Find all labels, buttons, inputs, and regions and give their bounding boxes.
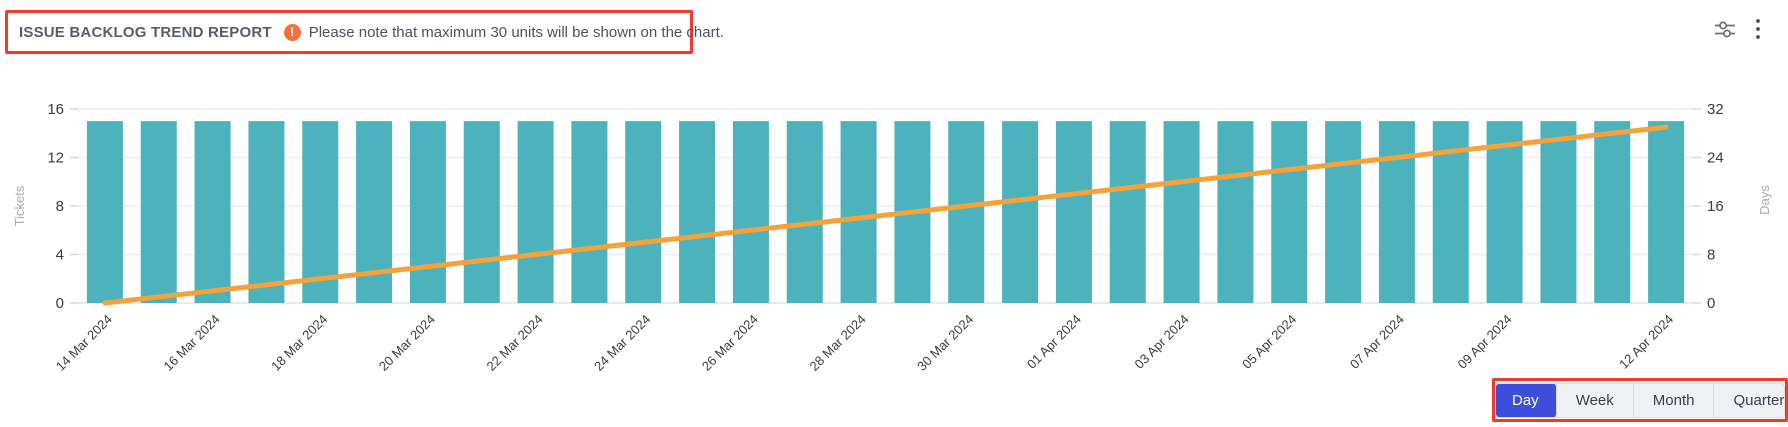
bar-02 Apr 2024[interactable]	[1109, 121, 1146, 303]
x-axis-label: 12 Apr 2024	[1616, 312, 1676, 372]
page-title: ISSUE BACKLOG TREND REPORT	[19, 23, 272, 41]
bar-25 Mar 2024[interactable]	[679, 121, 716, 303]
x-axis-label: 18 Mar 2024	[268, 312, 330, 374]
x-axis-label: 16 Mar 2024	[160, 312, 222, 374]
bar-07 Apr 2024[interactable]	[1378, 121, 1415, 303]
right-axis-tick-label: 32	[1707, 101, 1724, 118]
annotation-box-header: ISSUE BACKLOG TREND REPORT ! Please note…	[5, 10, 724, 54]
left-axis-tick-label: 0	[56, 295, 64, 312]
right-axis-tick-label: 24	[1707, 150, 1724, 167]
bar-15 Mar 2024[interactable]	[140, 121, 177, 303]
left-axis-tick-label: 4	[56, 247, 64, 264]
x-axis-label: 30 Mar 2024	[914, 312, 976, 374]
bar-30 Mar 2024[interactable]	[948, 121, 985, 303]
kebab-menu-icon[interactable]	[1754, 16, 1762, 42]
chart-note: ! Please note that maximum 30 units will…	[283, 23, 724, 41]
x-axis-label: 22 Mar 2024	[483, 312, 545, 374]
bar-16 Mar 2024[interactable]	[194, 121, 231, 303]
x-axis-label: 24 Mar 2024	[591, 312, 653, 374]
exclamation-circle-icon: !	[283, 23, 301, 41]
x-axis-label: 14 Mar 2024	[53, 312, 115, 374]
period-month-button[interactable]: Month	[1632, 383, 1714, 417]
bar-03 Apr 2024[interactable]	[1163, 121, 1200, 303]
filter-sliders-icon[interactable]	[1712, 17, 1738, 41]
x-axis-label: 20 Mar 2024	[376, 312, 438, 374]
period-week-button[interactable]: Week	[1555, 383, 1633, 417]
bar-31 Mar 2024[interactable]	[1002, 121, 1039, 303]
left-axis-tick-label: 8	[56, 198, 64, 215]
period-quarter-button[interactable]: Quarter	[1713, 383, 1784, 417]
bar-05 Apr 2024[interactable]	[1271, 121, 1308, 303]
widget-toolbar	[1712, 16, 1762, 42]
x-axis-label: 05 Apr 2024	[1239, 312, 1299, 372]
bar-21 Mar 2024[interactable]	[463, 121, 500, 303]
left-axis-name: Tickets	[12, 185, 27, 226]
annotation-box-period-toggle: Day Week Month Quarter	[1492, 378, 1788, 422]
x-axis-label: 03 Apr 2024	[1132, 312, 1192, 372]
bar-22 Mar 2024[interactable]	[517, 121, 554, 303]
bar-11 Apr 2024[interactable]	[1594, 121, 1631, 303]
right-axis-tick-label: 8	[1707, 247, 1715, 264]
right-axis-tick-label: 16	[1707, 198, 1724, 215]
x-axis-label: 01 Apr 2024	[1024, 312, 1084, 372]
bar-10 Apr 2024[interactable]	[1540, 121, 1577, 303]
right-axis-tick-label: 0	[1707, 295, 1715, 312]
bar-28 Mar 2024[interactable]	[840, 121, 877, 303]
x-axis-label: 26 Mar 2024	[699, 312, 761, 374]
x-axis-label: 28 Mar 2024	[806, 312, 868, 374]
left-axis-tick-label: 16	[47, 101, 64, 118]
bar-23 Mar 2024[interactable]	[571, 121, 608, 303]
x-axis-label: 07 Apr 2024	[1347, 312, 1407, 372]
bar-01 Apr 2024[interactable]	[1055, 121, 1092, 303]
left-axis-tick-label: 12	[47, 150, 64, 167]
period-day-button[interactable]: Day	[1496, 383, 1556, 417]
bar-27 Mar 2024[interactable]	[786, 121, 823, 303]
trend-line[interactable]	[102, 124, 1669, 306]
bar-17 Mar 2024[interactable]	[248, 121, 285, 303]
bar-18 Mar 2024[interactable]	[302, 121, 339, 303]
bar-12 Apr 2024[interactable]	[1648, 121, 1685, 303]
bar-04 Apr 2024[interactable]	[1217, 121, 1254, 303]
bar-09 Apr 2024[interactable]	[1486, 121, 1523, 303]
bar-06 Apr 2024[interactable]	[1325, 121, 1362, 303]
chart-note-text: Please note that maximum 30 units will b…	[308, 23, 724, 41]
right-axis-name: Days	[1757, 185, 1772, 215]
bar-26 Mar 2024[interactable]	[732, 121, 769, 303]
bar-24 Mar 2024[interactable]	[625, 121, 662, 303]
x-axis-label: 09 Apr 2024	[1455, 312, 1515, 372]
period-toggle: Day Week Month Quarter	[1495, 382, 1785, 418]
bar-20 Mar 2024[interactable]	[409, 121, 446, 303]
bar-14 Mar 2024[interactable]	[86, 121, 123, 303]
